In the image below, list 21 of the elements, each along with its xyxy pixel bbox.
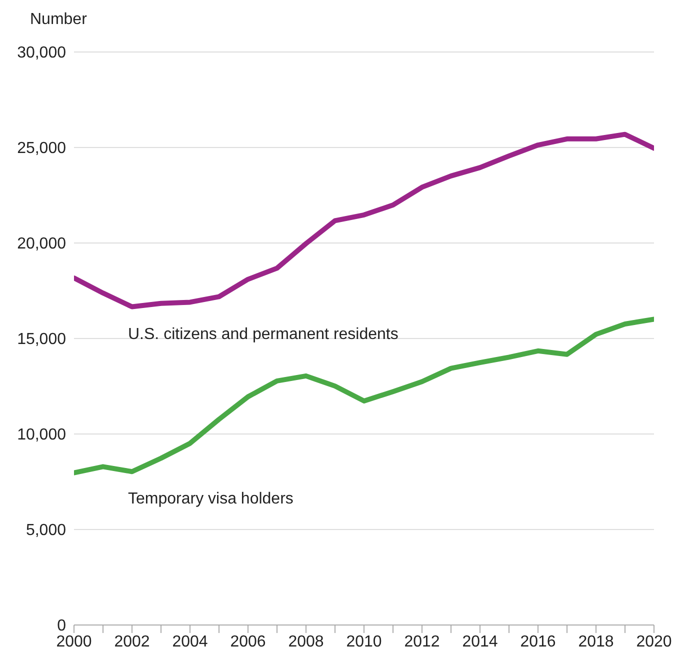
y-tick-label: 25,000 (17, 140, 66, 158)
series-label: Temporary visa holders (128, 490, 294, 508)
x-tick-label: 2004 (172, 633, 208, 650)
x-tick-label: 2006 (230, 633, 266, 650)
y-tick-label: 30,000 (17, 44, 66, 62)
y-tick-label: 5,000 (26, 522, 66, 540)
y-tick-label: 20,000 (17, 236, 66, 253)
y-tick-label: 0 (57, 618, 66, 635)
x-tick-label: 2020 (636, 633, 672, 650)
y-axis-title: Number (30, 11, 87, 29)
x-tick-label: 2012 (404, 633, 440, 650)
x-tick-label: 2000 (56, 633, 92, 650)
y-tick-label: 15,000 (17, 331, 66, 348)
x-tick-label: 2008 (288, 633, 324, 650)
x-tick-label: 2018 (578, 633, 614, 650)
series-label: U.S. citizens and permanent residents (128, 326, 398, 343)
x-tick-label: 2016 (520, 633, 556, 650)
x-tick-label: 2014 (462, 633, 498, 650)
x-tick-label: 2010 (346, 633, 382, 650)
y-tick-label: 10,000 (17, 426, 66, 444)
x-tick-label: 2002 (114, 633, 150, 650)
